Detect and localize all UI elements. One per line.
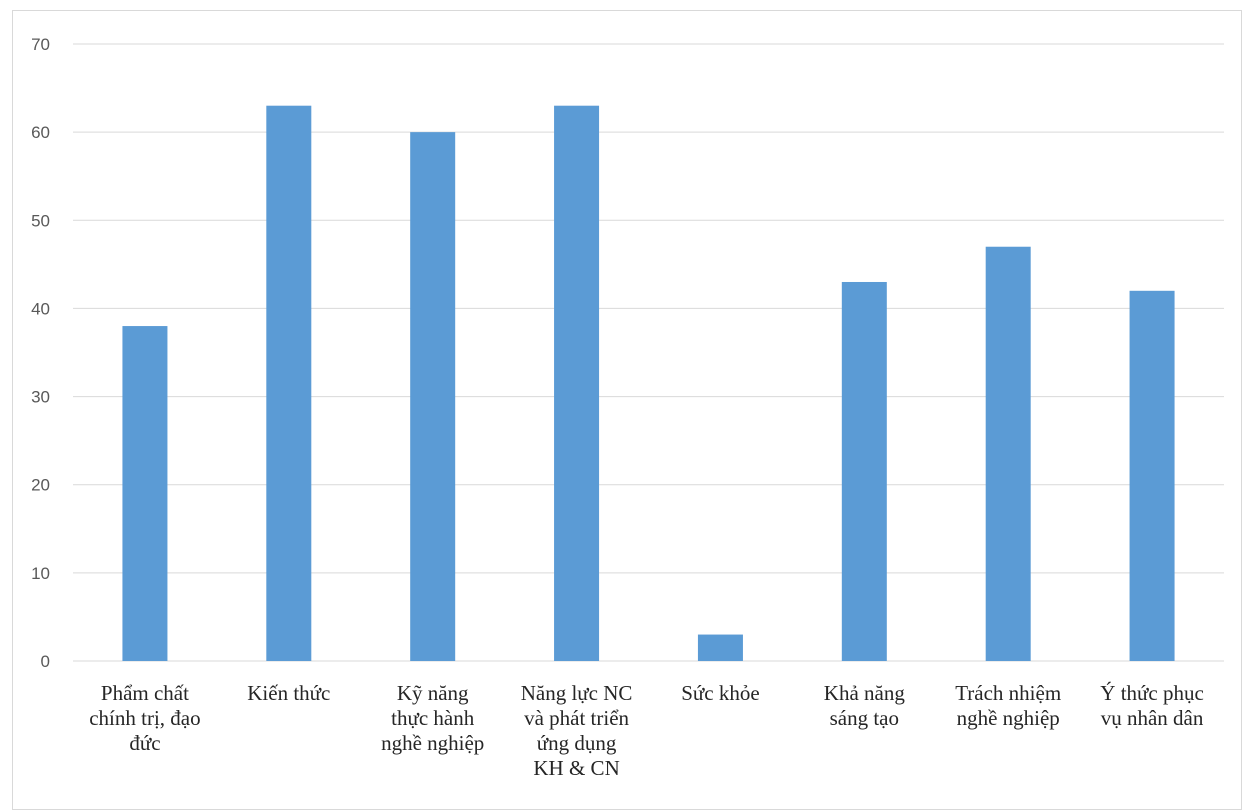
x-tick-label: Trách nhiệm nghề nghiệp (955, 681, 1061, 730)
chart-frame (12, 10, 1242, 810)
y-tick-label: 50 (31, 211, 50, 230)
y-tick-label: 70 (31, 35, 50, 54)
x-axis-ticks: Phẩm chất chính trị, đạo đức Kiến thức Kỹ nă… (89, 681, 1204, 780)
bar (410, 132, 456, 662)
bar (554, 105, 600, 661)
x-tick-label-line: và phát triển (524, 706, 629, 730)
y-tick-label: 10 (31, 564, 50, 583)
x-tick-label: Ý thức phục vụ nhân dân (1100, 681, 1204, 730)
x-tick-label-line: sáng tạo (830, 706, 899, 730)
x-tick-label-line: Ý thức phục (1100, 681, 1204, 705)
x-tick-label: Kiến thức (247, 681, 330, 705)
x-tick-label-line: Năng lực NC (521, 681, 633, 705)
bar (1129, 290, 1175, 661)
x-tick-label-line: Kiến thức (247, 681, 330, 705)
x-tick-label-line: Sức khỏe (681, 681, 759, 705)
bar (841, 281, 887, 661)
y-tick-label: 20 (31, 476, 50, 495)
x-tick-label-line: Trách nhiệm (955, 681, 1061, 705)
x-tick-label: Sức khỏe (681, 681, 759, 705)
x-tick-label-line: Phẩm chất (101, 681, 189, 705)
y-tick-label: 60 (31, 123, 50, 142)
x-tick-label-line: chính trị, đạo (89, 706, 200, 730)
x-tick-label-line: nghề nghiệp (381, 731, 484, 755)
bar (266, 105, 312, 661)
x-tick-label: Năng lực NC và phát triển ứng dụng KH & CN (521, 681, 633, 780)
x-tick-label-line: vụ nhân dân (1101, 706, 1204, 730)
x-tick-label: Phẩm chất chính trị, đạo đức (89, 681, 200, 755)
y-tick-label: 30 (31, 388, 50, 407)
y-axis-ticks: 0 10 20 30 40 50 60 70 (31, 35, 50, 671)
x-tick-label-line: đức (129, 731, 160, 755)
x-tick-label-line: Kỹ năng (397, 681, 469, 705)
bar (122, 326, 168, 661)
x-tick-label: Kỹ năng thực hành nghề nghiệp (381, 681, 484, 755)
x-tick-label-line: nghề nghiệp (957, 706, 1060, 730)
bars (122, 105, 1175, 662)
y-tick-label: 0 (41, 652, 50, 671)
gridlines (73, 43, 1224, 662)
x-tick-label-line: KH & CN (533, 756, 619, 780)
x-tick-label-line: thực hành (391, 706, 475, 730)
x-tick-label-line: ứng dụng (537, 731, 617, 755)
y-tick-label: 40 (31, 299, 50, 318)
bar (697, 634, 743, 661)
x-tick-label-line: Khả năng (824, 681, 906, 705)
bar (985, 246, 1031, 661)
x-tick-label: Khả năng sáng tạo (824, 681, 906, 730)
